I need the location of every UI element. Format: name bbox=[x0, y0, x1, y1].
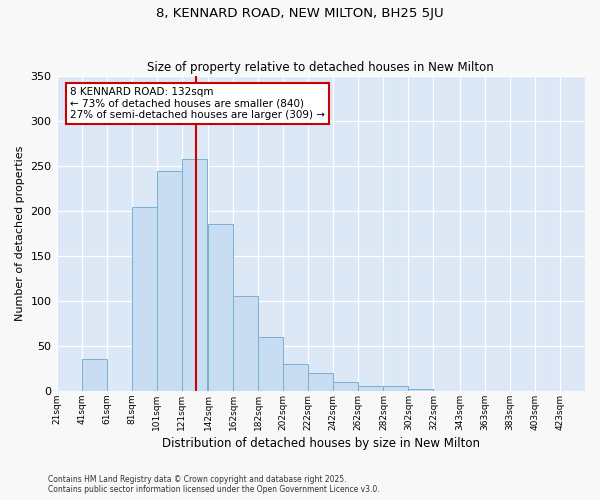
Bar bbox=[308, 373, 333, 391]
Title: Size of property relative to detached houses in New Milton: Size of property relative to detached ho… bbox=[148, 60, 494, 74]
Bar bbox=[131, 208, 157, 391]
Text: 8 KENNARD ROAD: 132sqm
← 73% of detached houses are smaller (840)
27% of semi-de: 8 KENNARD ROAD: 132sqm ← 73% of detached… bbox=[70, 87, 325, 120]
Bar bbox=[233, 296, 258, 391]
Bar bbox=[283, 364, 308, 391]
Bar bbox=[82, 360, 107, 391]
Bar bbox=[182, 159, 207, 391]
Bar bbox=[358, 386, 383, 391]
Bar bbox=[383, 386, 409, 391]
Bar bbox=[208, 224, 233, 391]
X-axis label: Distribution of detached houses by size in New Milton: Distribution of detached houses by size … bbox=[162, 437, 480, 450]
Y-axis label: Number of detached properties: Number of detached properties bbox=[15, 146, 25, 321]
Bar bbox=[333, 382, 358, 391]
Bar bbox=[258, 337, 283, 391]
Text: 8, KENNARD ROAD, NEW MILTON, BH25 5JU: 8, KENNARD ROAD, NEW MILTON, BH25 5JU bbox=[156, 8, 444, 20]
Bar bbox=[409, 389, 433, 391]
Bar bbox=[157, 170, 182, 391]
Text: Contains HM Land Registry data © Crown copyright and database right 2025.
Contai: Contains HM Land Registry data © Crown c… bbox=[48, 474, 380, 494]
